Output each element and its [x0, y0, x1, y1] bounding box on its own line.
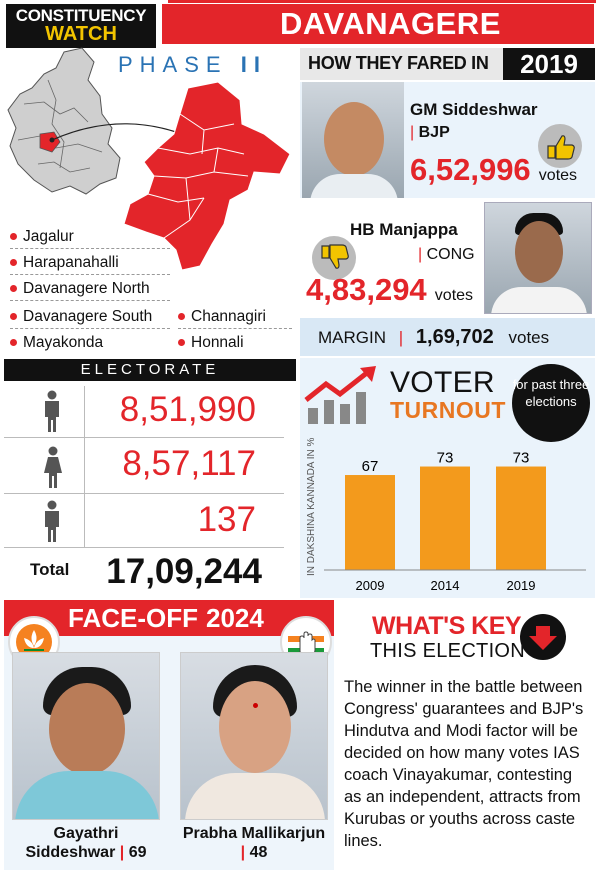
female-icon [44, 446, 62, 488]
turnout-ylabel: IN DAKSHINA KANNADA IN % [306, 437, 317, 576]
trend-arrow-icon [304, 366, 376, 424]
others-count: 137 [197, 500, 256, 539]
winner-photo [302, 82, 404, 198]
data-label: 73 [437, 450, 454, 467]
total-label: Total [30, 560, 70, 579]
winner-name: GM Siddeshwar [410, 100, 538, 119]
turnout-title-2: TURNOUT [390, 397, 506, 423]
fared-year: 2019 [503, 48, 595, 80]
phase-number: II [240, 52, 267, 77]
thumbs-up-icon [538, 124, 582, 168]
thumbs-down-icon [312, 236, 356, 280]
key-title-1: WHAT'S KEY [372, 612, 522, 640]
female-count: 8,57,117 [122, 444, 256, 483]
third-gender-icon [45, 500, 59, 542]
runner-votes: 4,83,294 votes [306, 272, 474, 307]
runner-name: HB Manjappa [350, 220, 458, 239]
candidate-name-1: Gayathri Siddeshwar | 69 [25, 825, 147, 861]
candidate-photo-2 [180, 652, 328, 820]
list-item: Honnali [178, 334, 292, 354]
tick-label: 2019 [507, 578, 536, 593]
key-text: The winner in the battle between Congres… [344, 678, 584, 850]
runner-party: | CONG [418, 246, 475, 263]
table-row: 8,51,990 [4, 382, 284, 438]
winner-card: GM Siddeshwar | BJP 6,52,996 votes [300, 82, 595, 198]
list-item: Jagalur [10, 228, 170, 249]
list-item: Harapanahalli [10, 254, 170, 275]
faceoff-heading: FACE-OFF 2024 [4, 600, 334, 636]
turnout-chart: 67 2009 73 2014 73 2019 [324, 450, 586, 593]
candidate-photo-1 [12, 652, 160, 820]
past-elections-badge: for past three elections [512, 364, 590, 442]
candidate-name-2: Prabha Mallikarjun | 48 [182, 825, 326, 861]
fared-label: HOW THEY FARED IN [308, 53, 489, 73]
bar-2019 [496, 466, 546, 570]
data-label: 67 [362, 458, 379, 475]
fared-header: HOW THEY FARED IN 2019 [300, 48, 595, 80]
total-count: 17,09,244 [106, 552, 262, 591]
down-arrow-icon [520, 614, 566, 660]
constituency-watch-badge: CONSTITUENCY WATCH [6, 4, 156, 48]
male-count: 8,51,990 [119, 390, 256, 429]
table-row: 8,57,117 [4, 438, 284, 494]
list-item: Davanagere South [10, 308, 170, 329]
data-label: 73 [513, 450, 530, 467]
key-title-2: THIS ELECTION [370, 640, 526, 662]
turnout-title-1: VOTER [390, 366, 495, 399]
phase-label: PHASE II [118, 52, 267, 77]
table-row: 137 [4, 494, 284, 548]
faceoff-year: 2024 [206, 603, 264, 633]
tick-label: 2009 [356, 578, 385, 593]
list-item: Mayakonda [10, 334, 170, 354]
list-item: Channagiri [178, 308, 292, 329]
list-item: Davanagere North [10, 280, 170, 301]
bar-2009 [345, 475, 395, 570]
badge-line2: WATCH [45, 23, 117, 45]
electorate-table: 8,51,990 8,57,117 137 Total 17,09,244 [4, 382, 296, 598]
runner-photo [484, 202, 592, 314]
margin-bar: MARGIN | 1,69,702 votes [300, 318, 595, 356]
bar-2014 [420, 466, 470, 570]
karnataka-map-icon [7, 47, 291, 271]
page-title: DAVANAGERE [162, 0, 596, 44]
winner-votes: 6,52,996 votes [410, 152, 578, 187]
male-icon [45, 390, 59, 432]
runner-card: HB Manjappa | CONG 4,83,294 votes [300, 200, 595, 316]
tick-label: 2014 [431, 578, 460, 593]
electorate-heading: ELECTORATE [4, 359, 296, 381]
winner-party: | BJP [410, 124, 450, 141]
badge-line1: CONSTITUENCY [15, 6, 147, 25]
